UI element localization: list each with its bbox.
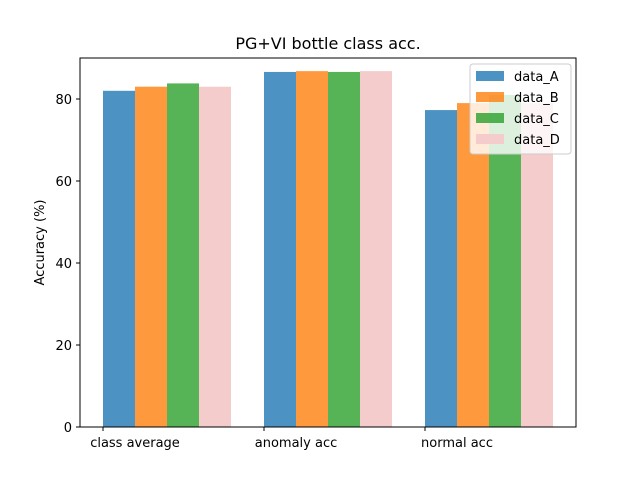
axes-frame (79, 57, 577, 428)
y-tick-label: 40 (55, 257, 72, 272)
bars (103, 71, 553, 428)
x-tick-label: class average (90, 436, 180, 451)
bar-data_B-2 (457, 103, 489, 427)
bar-data_B-1 (296, 71, 328, 428)
legend-label-data_B: data_B (514, 91, 559, 106)
legend-swatch-data_D (476, 134, 504, 144)
legend-label-data_C: data_C (514, 112, 559, 127)
legend-frame (469, 63, 572, 155)
y-tick-label: 60 (55, 175, 72, 190)
y-tick-label: 80 (55, 93, 72, 108)
bar-data_A-2 (425, 110, 457, 427)
x-axis-ticks: class average anomaly acc normal acc (90, 427, 493, 451)
x-tick-label: anomaly acc (255, 436, 338, 451)
legend-swatch-data_A (476, 71, 504, 81)
y-tick-label: 0 (64, 421, 72, 436)
legend-label-data_A: data_A (514, 70, 559, 85)
y-tick-label: 20 (55, 339, 72, 354)
y-axis-ticks: 0 20 40 60 80 (55, 93, 80, 436)
bar-data_A-1 (264, 71, 296, 427)
legend-label-data_D: data_D (514, 133, 560, 148)
y-axis-label: Accuracy (%) (33, 200, 48, 286)
bar-data_A-0 (103, 90, 135, 428)
chart-title: PG+VI bottle class acc. (235, 34, 420, 53)
bar-data_D-0 (199, 86, 231, 427)
legend-swatch-data_B (476, 92, 504, 102)
bar-data_C-1 (328, 71, 360, 427)
legend-swatch-data_C (476, 113, 504, 123)
bar-data_D-1 (360, 71, 392, 428)
legend: data_A data_B data_C data_D (469, 63, 572, 155)
x-tick-label: normal acc (421, 436, 493, 451)
bar-data_D-2 (521, 103, 553, 427)
bar-data_B-0 (135, 86, 167, 427)
bar-data_C-0 (167, 83, 199, 428)
